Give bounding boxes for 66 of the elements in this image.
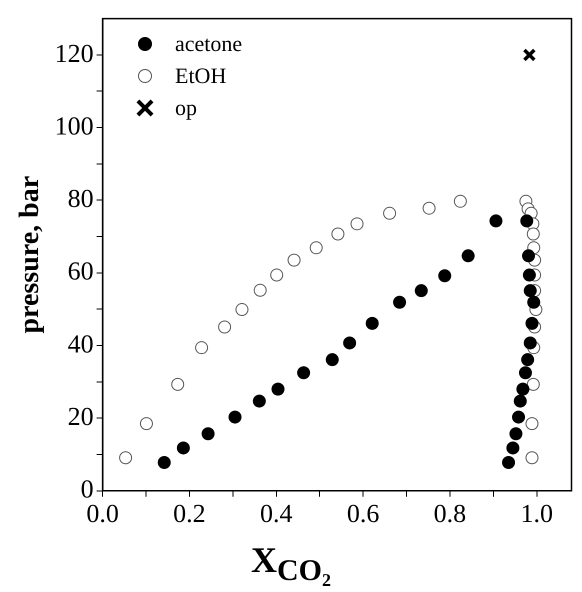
point	[297, 366, 310, 380]
point	[506, 441, 520, 454]
y-tick-label: 20	[68, 402, 94, 431]
legend-label: op	[175, 95, 197, 121]
point	[527, 296, 540, 309]
point	[218, 320, 232, 334]
point	[252, 394, 266, 408]
point	[343, 336, 356, 350]
legend-label: EtOH	[175, 63, 226, 89]
point	[521, 353, 534, 366]
point	[522, 268, 536, 282]
y-axis-title: pressure, bar	[14, 176, 46, 334]
point	[350, 217, 364, 230]
point	[522, 48, 536, 62]
point	[140, 417, 153, 430]
point	[326, 353, 339, 366]
point	[502, 456, 516, 469]
point	[272, 382, 285, 396]
point	[462, 249, 475, 262]
x-tick-label: 1.0	[520, 499, 554, 528]
point	[524, 284, 537, 298]
point	[524, 336, 537, 350]
x-tick-label: 0.4	[260, 499, 293, 528]
point	[288, 254, 301, 267]
x-axis-title: X$_{CO₂}$	[250, 538, 332, 588]
point	[509, 427, 522, 440]
point	[171, 378, 184, 391]
y-tick-label: 40	[68, 329, 94, 358]
point	[235, 303, 248, 316]
point	[438, 269, 452, 282]
point	[516, 382, 530, 396]
x-tick-label: 0.2	[173, 499, 206, 528]
x-tick-label: 0.6	[346, 499, 380, 528]
point	[366, 316, 379, 330]
point	[158, 456, 171, 469]
y-tick-label: 120	[54, 38, 94, 68]
point	[254, 284, 267, 297]
point	[414, 284, 428, 298]
point	[176, 441, 190, 454]
x-tick-label: 0.8	[434, 499, 466, 528]
point	[526, 227, 540, 240]
point	[202, 427, 215, 440]
point	[383, 206, 396, 220]
point	[331, 227, 344, 240]
point	[525, 451, 538, 464]
y-tick-label: 60	[68, 256, 94, 286]
point	[310, 241, 323, 254]
point	[522, 249, 536, 262]
point	[393, 296, 406, 309]
point	[518, 366, 532, 380]
point	[526, 378, 540, 391]
y-tick-label: 80	[68, 184, 94, 214]
point	[119, 451, 132, 464]
point	[525, 316, 538, 330]
point	[422, 202, 436, 215]
y-tick-label: 100	[54, 111, 94, 140]
point	[520, 214, 534, 228]
point	[195, 341, 208, 354]
point	[228, 410, 242, 424]
point	[512, 410, 526, 424]
point	[514, 394, 527, 408]
point	[525, 417, 538, 430]
legend-label: acetone	[175, 31, 242, 57]
point	[454, 194, 467, 208]
point	[489, 214, 502, 228]
point	[270, 268, 284, 282]
